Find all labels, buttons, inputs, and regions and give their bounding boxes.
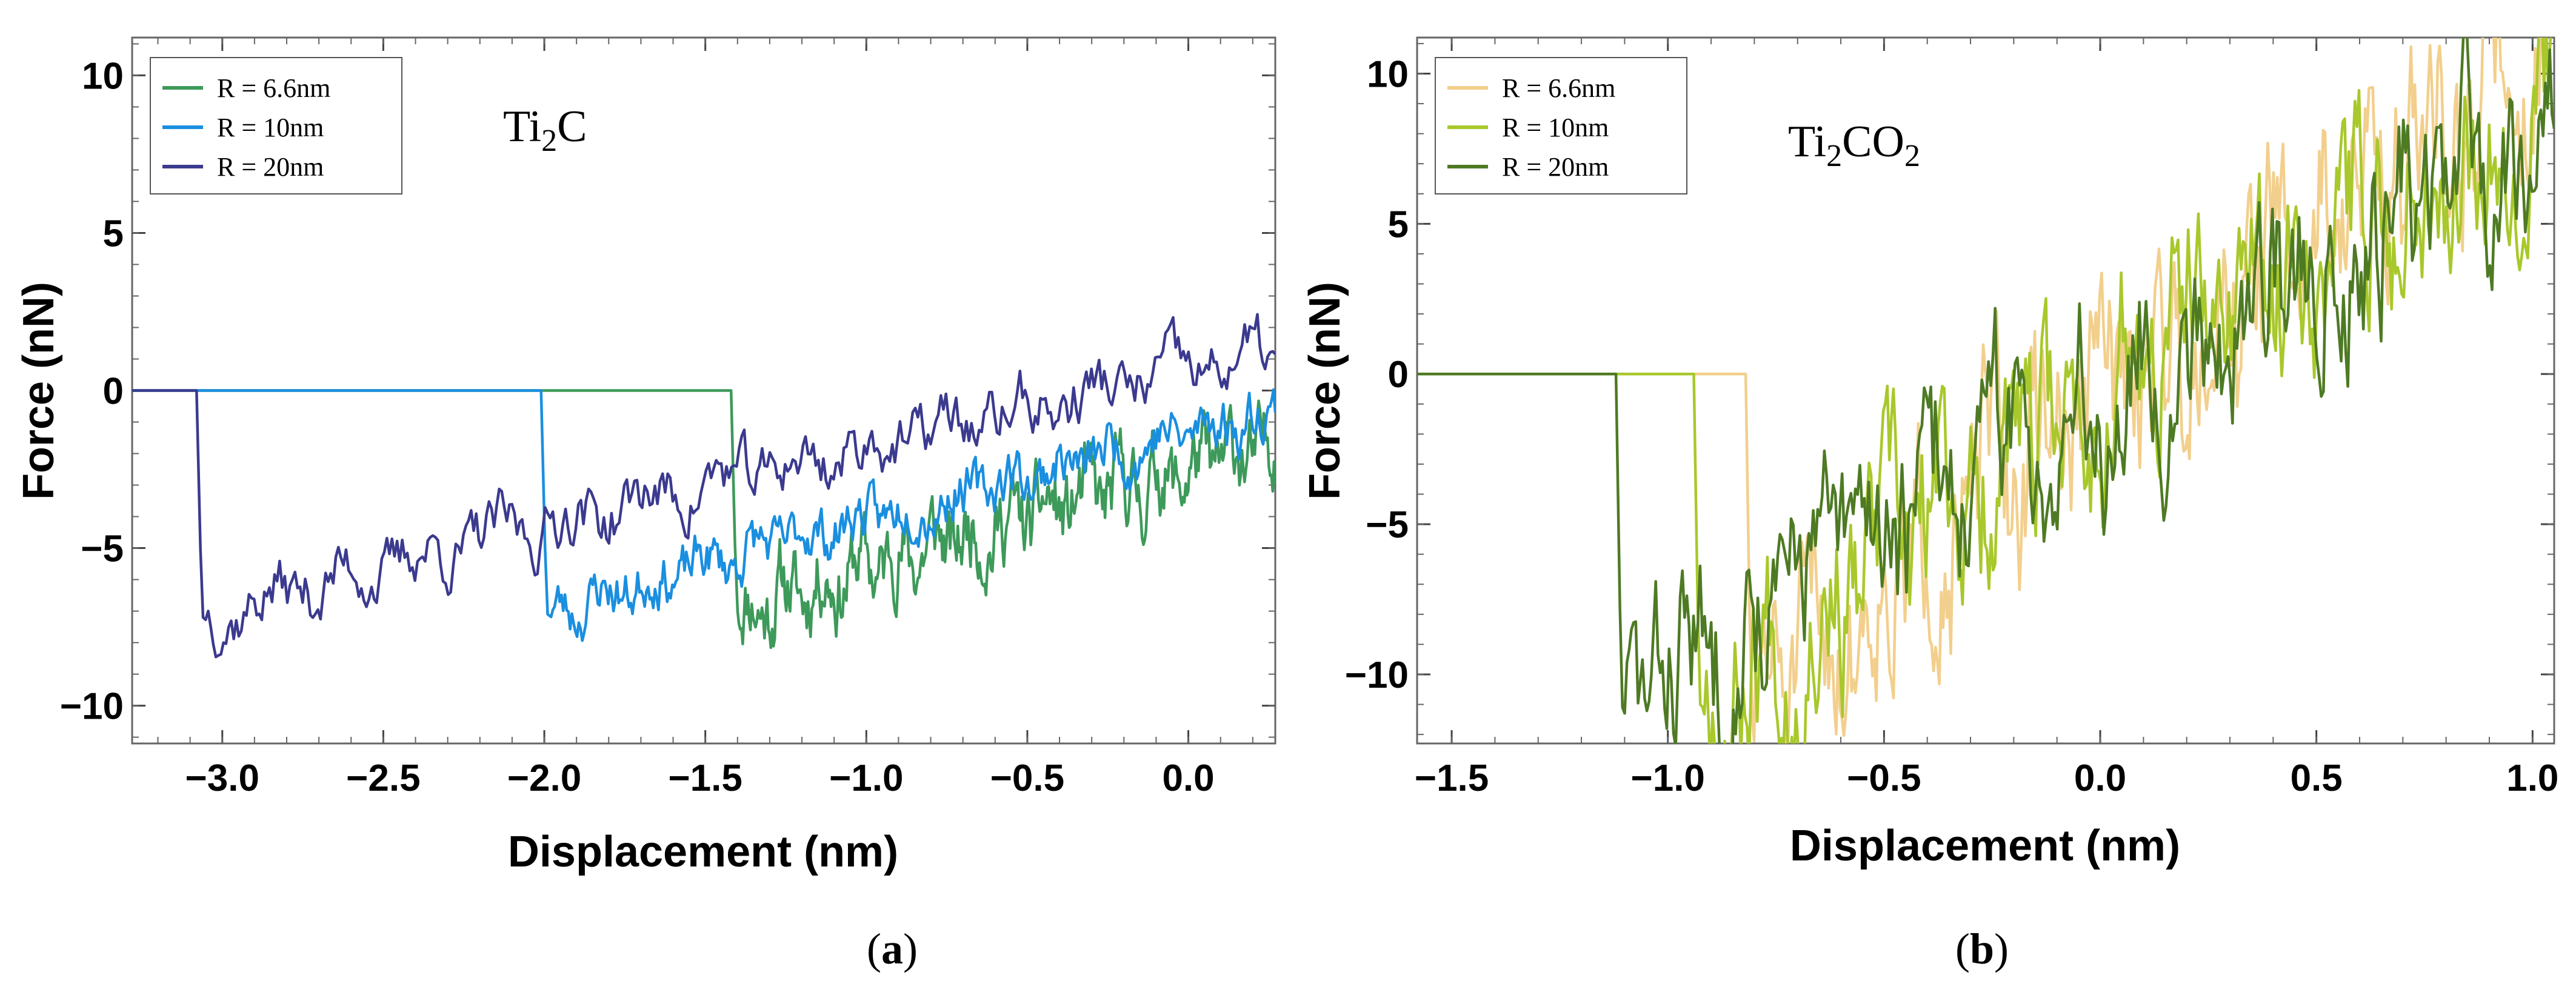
- panel-a-x-tick-labels: −3.0 −2.5 −2.0 −1.5 −1.0 −0.5 0.0: [185, 757, 1215, 799]
- panel-b-y-tick-label: −5: [1366, 504, 1409, 546]
- panel-a-x-axis-label: Displacement (nm): [508, 828, 898, 876]
- panel-a-y-tick-label: 5: [103, 213, 124, 254]
- panel-a-tick-marks: [132, 38, 1275, 743]
- panel-a-material-label: Ti2C: [503, 102, 587, 158]
- panel-a-legend-label-10nm: R = 10nm: [217, 113, 324, 142]
- panel-b-x-tick-label: 1.0: [2506, 757, 2558, 799]
- panel-a-x-tick-label: −3.0: [185, 757, 259, 799]
- panel-a-series-line-r-10nm: [132, 388, 1275, 642]
- panel-a-y-tick-label: 0: [103, 371, 124, 413]
- panel-b-x-tick-label: 0.5: [2291, 757, 2343, 799]
- panel-b-x-tick-label: 0.0: [2074, 757, 2126, 799]
- panel-a-series-line-r-6-6nm: [132, 389, 1275, 650]
- panel-a-x-tick-label: −2.5: [346, 757, 420, 799]
- panel-a-y-tick-label: −10: [60, 686, 124, 728]
- panel-a-x-tick-label: 0.0: [1162, 757, 1214, 799]
- panel-a-legend-label-20nm: R = 20nm: [217, 152, 324, 182]
- panel-a-x-tick-label: −0.5: [990, 757, 1064, 799]
- panel-a-series-line-r-20nm: [132, 313, 1275, 659]
- panel-b-x-axis-label: Displacement (nm): [1790, 822, 2180, 870]
- panel-b-y-axis-label: Force (nN): [1301, 282, 1349, 500]
- panel-a-y-tick-labels: −10 −5 0 5 10: [60, 55, 124, 727]
- panel-b-y-tick-label: 0: [1388, 354, 1409, 396]
- panel-b-tick-marks: [1417, 38, 2554, 743]
- panel-b-legend: R = 6.6nm R = 10nm R = 20nm: [1435, 57, 1687, 195]
- panel-a-series: [132, 313, 1275, 659]
- panel-b-x-tick-label: −1.0: [1631, 757, 1705, 799]
- panel-b-material-label: Ti2CO2: [1788, 117, 1920, 173]
- panel-b-y-tick-label: 5: [1388, 204, 1409, 245]
- panel-b-caption: (b): [1955, 925, 2009, 973]
- panel-b-y-tick-label: −10: [1345, 654, 1409, 696]
- panel-a-x-tick-label: −1.0: [829, 757, 903, 799]
- panel-b-x-tick-label: −0.5: [1847, 757, 1921, 799]
- panel-a: −3.0 −2.5 −2.0 −1.5 −1.0 −0.5 0.0 −10 −5 0 5 10 Di…: [15, 36, 1276, 973]
- panel-a-x-tick-label: −2.0: [507, 757, 581, 799]
- panel-a-y-tick-label: −5: [81, 528, 124, 570]
- panel-a-x-tick-label: −1.5: [668, 757, 742, 799]
- panel-b-legend-label-6-6nm: R = 6.6nm: [1502, 73, 1615, 103]
- panel-b-y-tick-label: 10: [1367, 53, 1409, 95]
- panel-a-y-tick-label: 10: [82, 55, 124, 97]
- panel-b-x-tick-label: −1.5: [1415, 757, 1489, 799]
- panel-b-y-tick-labels: −10 −5 0 5 10: [1345, 53, 1409, 696]
- panel-b: −1.5 −1.0 −0.5 0.0 0.5 1.0 −10 −5 0 5 10 Displace…: [1301, 36, 2559, 973]
- panel-a-y-axis-label: Force (nN): [15, 282, 63, 500]
- panel-b-x-tick-labels: −1.5 −1.0 −0.5 0.0 0.5 1.0: [1415, 757, 2559, 799]
- panel-a-legend-label-6-6nm: R = 6.6nm: [217, 73, 330, 103]
- panel-b-series: [1417, 38, 2554, 743]
- panel-b-legend-label-20nm: R = 20nm: [1502, 152, 1609, 182]
- panel-b-legend-label-10nm: R = 10nm: [1502, 113, 1609, 142]
- panel-a-caption: (a): [867, 925, 918, 973]
- panel-a-legend: R = 6.6nm R = 10nm R = 20nm: [150, 57, 402, 195]
- panel-b-series-line-r-20nm: [1417, 38, 2554, 743]
